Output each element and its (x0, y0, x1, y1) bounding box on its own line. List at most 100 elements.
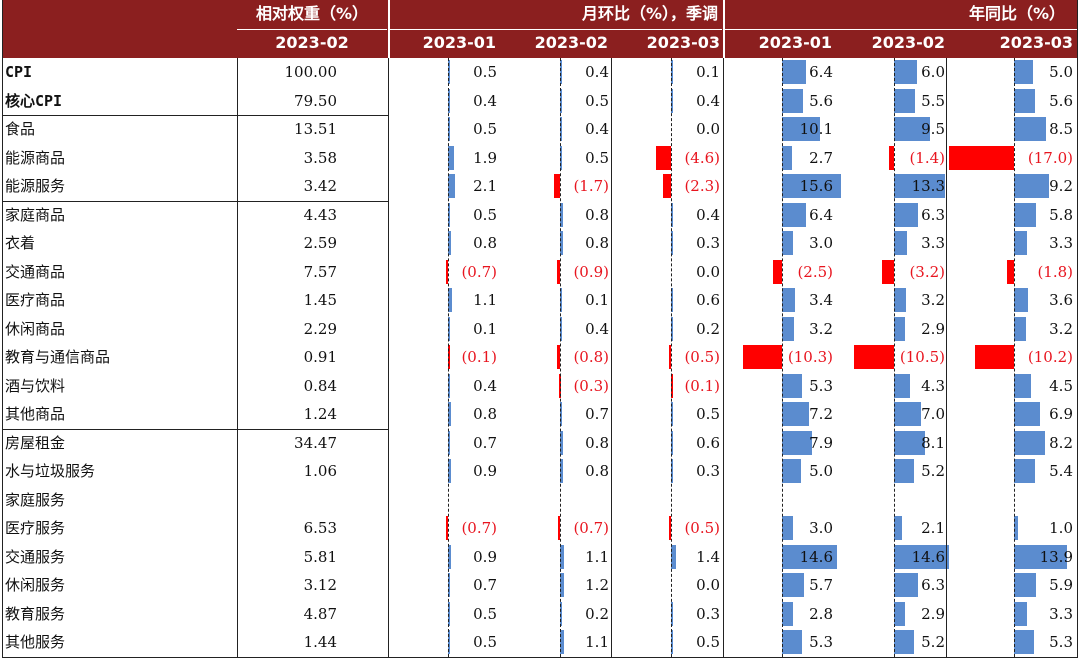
mom-value: 0.2 (585, 604, 609, 623)
mom-bar (671, 544, 676, 569)
mom-month-header: 2023-01 (422, 33, 496, 52)
header-underline-mom (390, 29, 722, 30)
mom-value: (0.7) (573, 519, 609, 537)
mom-value: 0.7 (473, 433, 497, 452)
mom-bar (671, 288, 673, 313)
yoy-bar (894, 202, 918, 227)
yoy-bar (1014, 231, 1027, 256)
yoy-bar (1014, 60, 1033, 85)
mom-value: 1.9 (473, 148, 497, 167)
mom-value: 0.8 (585, 433, 609, 452)
mom-value: (4.6) (684, 148, 720, 167)
yoy-bar (1014, 573, 1037, 598)
mom-value: 0.9 (473, 462, 497, 480)
mom-bar (671, 88, 673, 113)
weight-value: 100.00 (284, 63, 338, 81)
mom-bar (557, 345, 560, 370)
yoy-bar (1014, 544, 1067, 569)
row-label: 休闲服务 (5, 576, 66, 594)
mom-value: (0.7) (461, 519, 497, 537)
yoy-bar (894, 573, 918, 598)
group-separator (2, 428, 388, 430)
mom-bar (448, 402, 451, 427)
mom-bar (448, 601, 450, 626)
mom-month-header: 2023-02 (534, 33, 608, 52)
yoy-value: 5.2 (921, 633, 945, 651)
mom-value: 0.5 (473, 633, 497, 651)
mom-bar (448, 60, 450, 85)
row-label: 核心CPI (5, 91, 63, 110)
yoy-value: 3.0 (809, 519, 833, 537)
yoy-bar (782, 601, 793, 626)
mom-value: (0.9) (573, 262, 609, 281)
row-label: 教育服务 (5, 604, 66, 623)
yoy-value: 5.0 (1049, 63, 1073, 81)
zero-axis (448, 58, 449, 657)
mom-value: 0.5 (696, 405, 720, 423)
yoy-value: 5.0 (809, 462, 833, 480)
yoy-bar (782, 117, 821, 142)
mom-value: (0.5) (684, 348, 720, 366)
yoy-value: 5.6 (809, 91, 833, 110)
table-bottom-border (2, 656, 1078, 658)
yoy-bar (782, 288, 795, 313)
mom-bar (557, 516, 560, 541)
mom-value: 0.5 (585, 148, 609, 167)
zero-axis (560, 58, 561, 657)
row-label: 房屋租金 (5, 433, 66, 452)
mom-value: 0.2 (696, 319, 720, 338)
weight-value: 0.91 (303, 348, 337, 366)
yoy-value: 15.6 (799, 177, 833, 195)
mom-bar (671, 459, 673, 484)
yoy-month-header: 2023-02 (871, 33, 945, 52)
yoy-bar (949, 145, 1014, 170)
row-label: 其他服务 (5, 633, 66, 651)
yoy-bar (782, 202, 807, 227)
mom-column-title: 月环比（%），季调 (581, 4, 718, 23)
mom-bar (448, 630, 450, 655)
mom-value: (0.5) (684, 519, 720, 537)
yoy-value: 7.0 (921, 405, 945, 423)
weight-value: 34.47 (294, 433, 337, 452)
weight-value: 3.12 (303, 576, 337, 594)
mom-value: 0.0 (696, 262, 720, 281)
row-label: 其他商品 (5, 405, 66, 423)
yoy-value: (1.4) (909, 148, 945, 167)
yoy-bar (894, 60, 917, 85)
mom-bar (448, 88, 450, 113)
yoy-value: 2.8 (809, 604, 833, 623)
mom-bar (448, 373, 450, 398)
yoy-bar (782, 430, 813, 455)
mom-value: 0.0 (696, 576, 720, 594)
weight-value: 2.59 (303, 234, 337, 252)
yoy-bar (1014, 288, 1028, 313)
yoy-value: 3.3 (1049, 604, 1073, 623)
mom-bar (448, 430, 451, 455)
row-label: 酒与饮料 (5, 376, 66, 395)
mom-bar (445, 516, 448, 541)
zero-axis (1014, 58, 1015, 657)
header-underline-yoy (725, 29, 1078, 30)
row-label: CPI (5, 63, 33, 81)
weight-column-title: 相对权重（%） (255, 4, 369, 23)
yoy-bar (782, 573, 804, 598)
mom-bar (448, 316, 450, 341)
yoy-value: 5.6 (1049, 91, 1073, 110)
yoy-value: (3.2) (909, 262, 945, 281)
mom-value: 0.1 (696, 63, 720, 81)
yoy-value: 5.3 (809, 376, 833, 395)
mom-value: 1.4 (696, 547, 720, 566)
weight-value: 1.06 (303, 462, 337, 480)
yoy-value: 7.9 (809, 433, 833, 452)
yoy-bar (782, 373, 803, 398)
mom-bar (560, 459, 563, 484)
yoy-bar (854, 345, 894, 370)
yoy-value: 9.2 (1049, 177, 1073, 195)
yoy-bar (782, 60, 807, 85)
yoy-bar (742, 345, 782, 370)
table-right-border (1077, 0, 1078, 657)
mom-bar (560, 145, 562, 170)
yoy-month-header: 2023-03 (999, 33, 1073, 52)
yoy-column-title: 年同比（%） (968, 4, 1065, 23)
yoy-value: 3.3 (921, 234, 945, 252)
